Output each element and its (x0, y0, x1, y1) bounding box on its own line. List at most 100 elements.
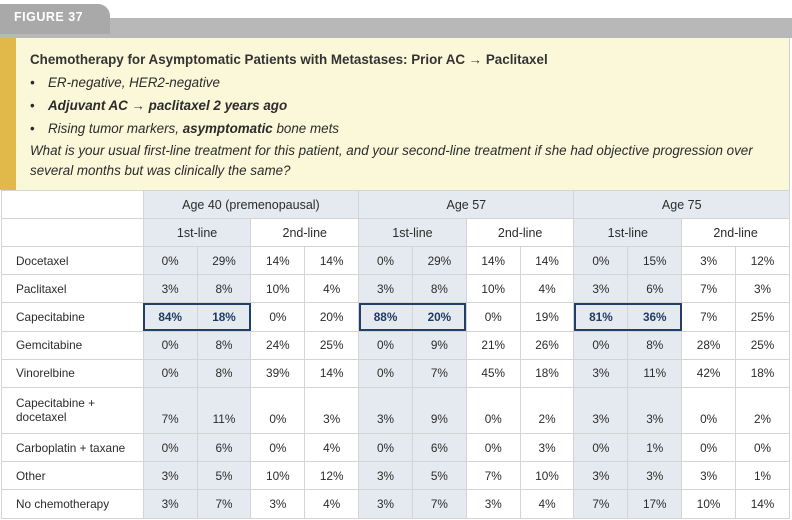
value-cell: 4% (519, 489, 575, 519)
value-cell: 8% (411, 274, 467, 304)
value-cell: 9% (411, 386, 467, 434)
value-cell: 7% (681, 302, 737, 332)
value-cell: 4% (304, 432, 360, 463)
line-header: 2nd-line (465, 218, 575, 247)
value-cell: 42% (681, 358, 737, 388)
value-cell: 11% (627, 358, 683, 388)
value-cell: 25% (735, 330, 790, 360)
value-cell: 36% (627, 302, 683, 332)
value-cell: 3% (573, 386, 629, 434)
value-cell: 14% (465, 245, 521, 276)
value-cell: 7% (573, 489, 629, 519)
value-cell: 6% (627, 274, 683, 304)
value-cell: 25% (304, 330, 360, 360)
value-cell: 5% (196, 461, 252, 491)
value-cell: 3% (627, 461, 683, 491)
line-header: 2nd-line (681, 218, 790, 247)
value-cell: 25% (735, 302, 790, 332)
line-header: 1st-line (358, 218, 467, 247)
value-cell: 7% (196, 489, 252, 519)
row-label: Paclitaxel (1, 274, 144, 304)
value-cell: 4% (519, 274, 575, 304)
row-label: Capecitabine (1, 302, 144, 332)
age-group-header: Age 57 (358, 190, 575, 219)
value-cell: 19% (519, 302, 575, 332)
value-cell: 28% (681, 330, 737, 360)
value-cell: 11% (196, 386, 252, 434)
value-cell: 12% (304, 461, 360, 491)
value-cell: 0% (573, 330, 629, 360)
value-cell: 9% (411, 330, 467, 360)
bullet-dot: • (30, 98, 35, 113)
value-cell: 2% (735, 386, 790, 434)
value-cell: 3% (735, 274, 790, 304)
value-cell: 10% (519, 461, 575, 491)
table-row: Vinorelbine 0% 8% 39% 14% 0% 7% 45% 18% 3% 11% 42% 1… (1, 358, 790, 388)
value-cell: 18% (196, 302, 252, 332)
value-cell: 4% (304, 489, 360, 519)
value-cell: 6% (196, 432, 252, 463)
value-cell: 10% (250, 274, 306, 304)
value-cell: 29% (196, 245, 252, 276)
value-cell: 3% (573, 358, 629, 388)
value-cell: 0% (573, 245, 629, 276)
value-cell: 3% (142, 274, 198, 304)
value-cell: 5% (411, 461, 467, 491)
age-group-header: Age 75 (573, 190, 790, 219)
value-cell: 0% (142, 330, 198, 360)
value-cell: 0% (250, 386, 306, 434)
value-cell: 24% (250, 330, 306, 360)
value-cell: 14% (304, 358, 360, 388)
value-cell: 0% (465, 432, 521, 463)
value-cell: 26% (519, 330, 575, 360)
value-cell: 0% (358, 330, 413, 360)
value-cell: 10% (465, 274, 521, 304)
value-cell: 3% (573, 461, 629, 491)
value-cell: 10% (250, 461, 306, 491)
row-label: Other (1, 461, 144, 491)
row-label: Docetaxel (1, 245, 144, 276)
value-cell: 10% (681, 489, 737, 519)
value-cell: 0% (142, 432, 198, 463)
value-cell: 4% (304, 274, 360, 304)
figure-label: FIGURE 37 (0, 4, 110, 34)
line-header: 1st-line (142, 218, 252, 247)
value-cell: 3% (465, 489, 521, 519)
value-cell: 14% (250, 245, 306, 276)
figure-header-bar (0, 18, 792, 38)
question-box: Chemotherapy for Asymptomatic Patients w… (0, 38, 790, 190)
table-row: No chemotherapy 3% 7% 3% 4% 3% 7% 3% 4% 7% 17% 10% 1… (1, 489, 790, 519)
table-row: Capecitabine + docetaxel 7% 11% 0% 3% 3% 9% 0% 2… (1, 386, 790, 434)
value-cell: 0% (358, 358, 413, 388)
value-cell: 7% (142, 386, 198, 434)
value-cell: 7% (411, 489, 467, 519)
value-cell: 3% (681, 461, 737, 491)
value-cell: 3% (573, 274, 629, 304)
value-cell: 0% (142, 358, 198, 388)
value-cell: 1% (627, 432, 683, 463)
question-content: Chemotherapy for Asymptomatic Patients w… (30, 48, 780, 181)
table-row: Paclitaxel 3% 8% 10% 4% 3% 8% 10% 4% 3% 6% 7% 3% (1, 274, 790, 304)
value-cell: 0% (358, 245, 413, 276)
results-table: Age 40 (premenopausal) Age 57 Age 75 1st… (1, 190, 790, 519)
corner-cell (1, 218, 144, 247)
value-cell: 0% (465, 302, 521, 332)
value-cell: 0% (250, 432, 306, 463)
bullet-tumor-markers: • Rising tumor markers, asymptomatic bone… (30, 117, 780, 140)
line-header: 2nd-line (250, 218, 360, 247)
value-cell: 7% (681, 274, 737, 304)
value-cell: 0% (250, 302, 306, 332)
value-cell: 3% (142, 461, 198, 491)
value-cell: 14% (735, 489, 790, 519)
value-cell: 14% (304, 245, 360, 276)
value-cell: 18% (519, 358, 575, 388)
value-cell: 3% (681, 245, 737, 276)
value-cell: 39% (250, 358, 306, 388)
bullet-dot: • (30, 121, 35, 136)
value-cell: 3% (358, 274, 413, 304)
value-cell: 3% (358, 386, 413, 434)
value-cell: 3% (519, 432, 575, 463)
value-cell: 45% (465, 358, 521, 388)
value-cell: 18% (735, 358, 790, 388)
value-cell: 0% (573, 432, 629, 463)
